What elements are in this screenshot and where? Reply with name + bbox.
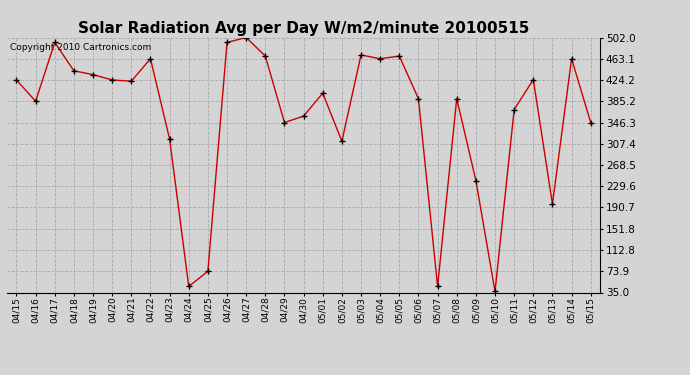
Title: Solar Radiation Avg per Day W/m2/minute 20100515: Solar Radiation Avg per Day W/m2/minute … [78, 21, 529, 36]
Text: Copyright 2010 Cartronics.com: Copyright 2010 Cartronics.com [10, 43, 151, 52]
